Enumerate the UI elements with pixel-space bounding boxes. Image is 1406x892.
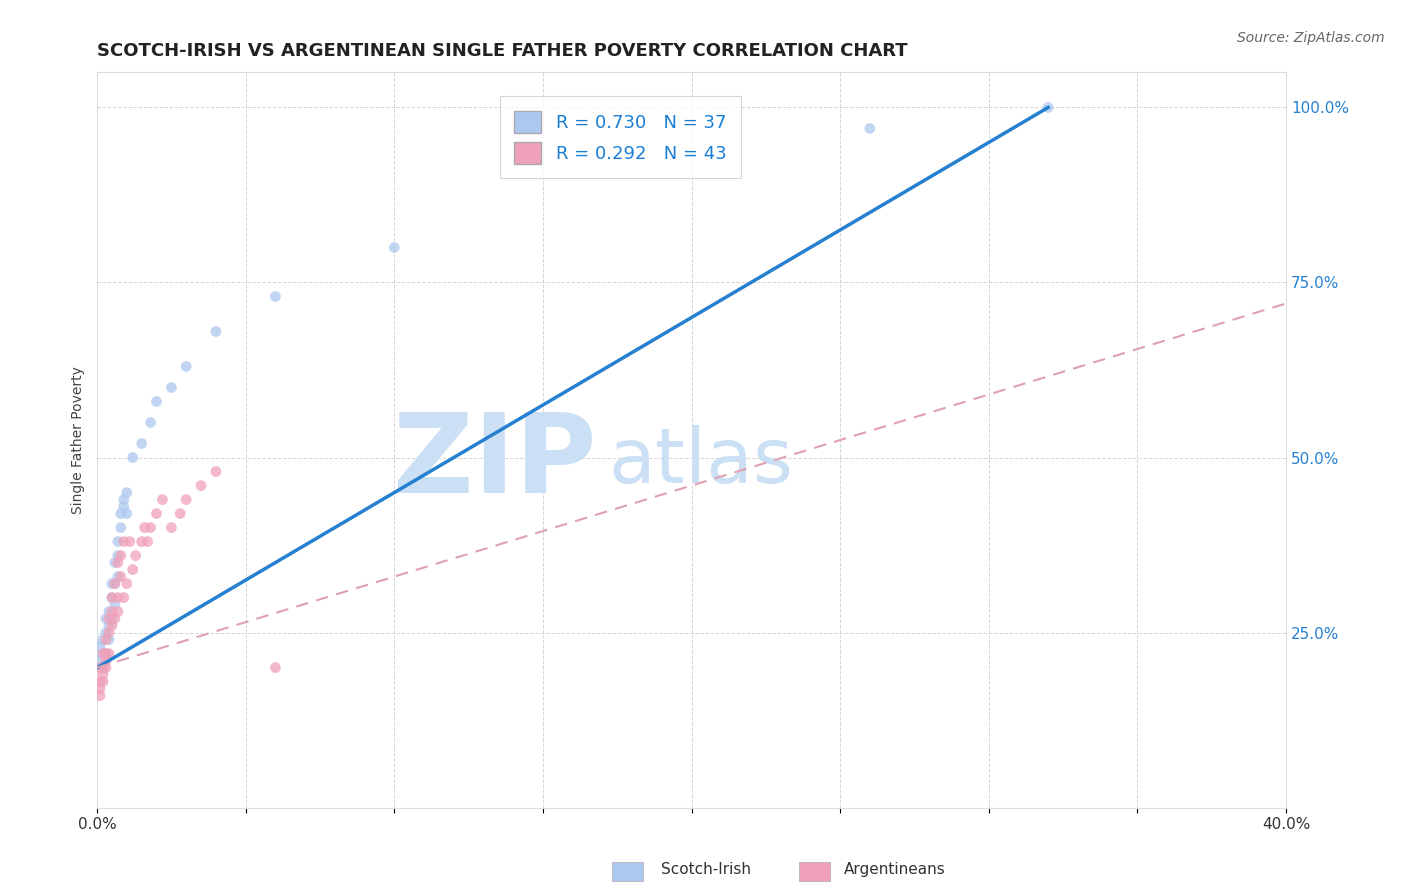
Point — [101, 605, 124, 619]
Point — [94, 654, 117, 668]
Text: Scotch-Irish: Scotch-Irish — [661, 863, 751, 877]
Point — [91, 660, 114, 674]
Point — [118, 534, 141, 549]
Point — [97, 618, 120, 632]
Point — [107, 556, 129, 570]
Point — [145, 507, 167, 521]
Point — [145, 394, 167, 409]
Point — [91, 647, 114, 661]
Point — [94, 647, 117, 661]
Legend: R = 0.730   N = 37, R = 0.292   N = 43: R = 0.730 N = 37, R = 0.292 N = 43 — [499, 96, 741, 178]
Point — [89, 654, 111, 668]
Point — [91, 667, 114, 681]
Point — [107, 605, 129, 619]
Point — [107, 591, 129, 605]
Point — [104, 612, 127, 626]
Point — [160, 520, 183, 534]
Point — [91, 660, 114, 674]
Point — [89, 640, 111, 654]
Point — [110, 520, 132, 534]
Text: Argentineans: Argentineans — [844, 863, 945, 877]
Point — [134, 520, 156, 534]
Point — [104, 576, 127, 591]
Point — [205, 465, 228, 479]
Point — [94, 625, 117, 640]
Point — [115, 576, 138, 591]
Point — [94, 632, 117, 647]
Point — [104, 576, 127, 591]
Point — [101, 591, 124, 605]
Point — [139, 416, 162, 430]
Point — [264, 289, 287, 303]
Point — [94, 660, 117, 674]
Point — [121, 450, 143, 465]
Point — [169, 507, 191, 521]
Point — [110, 549, 132, 563]
Point — [104, 598, 127, 612]
Point — [94, 647, 117, 661]
Point — [131, 534, 153, 549]
Point — [101, 612, 124, 626]
Text: atlas: atlas — [609, 425, 793, 500]
Point — [107, 534, 129, 549]
Point — [121, 563, 143, 577]
Point — [97, 605, 120, 619]
Point — [89, 674, 111, 689]
Point — [205, 325, 228, 339]
Point — [89, 681, 111, 696]
Point — [160, 380, 183, 394]
Text: SCOTCH-IRISH VS ARGENTINEAN SINGLE FATHER POVERTY CORRELATION CHART: SCOTCH-IRISH VS ARGENTINEAN SINGLE FATHE… — [97, 42, 908, 60]
Point — [174, 359, 197, 374]
Point — [136, 534, 159, 549]
Point — [89, 689, 111, 703]
Point — [115, 507, 138, 521]
Point — [131, 436, 153, 450]
Point — [1038, 100, 1060, 114]
Point — [112, 500, 135, 514]
Point — [101, 591, 124, 605]
Point — [107, 569, 129, 583]
Point — [91, 632, 114, 647]
Point — [110, 569, 132, 583]
Y-axis label: Single Father Poverty: Single Father Poverty — [72, 366, 86, 514]
Point — [112, 534, 135, 549]
Point — [152, 492, 174, 507]
Point — [97, 647, 120, 661]
Point — [91, 647, 114, 661]
Point — [97, 632, 120, 647]
Text: ZIP: ZIP — [394, 409, 596, 516]
Point — [264, 660, 287, 674]
Point — [382, 240, 405, 254]
Point — [91, 674, 114, 689]
Point — [125, 549, 148, 563]
Point — [89, 660, 111, 674]
Text: Source: ZipAtlas.com: Source: ZipAtlas.com — [1237, 31, 1385, 45]
Point — [101, 576, 124, 591]
Point — [94, 612, 117, 626]
Point — [859, 121, 882, 136]
Point — [107, 549, 129, 563]
Point — [101, 618, 124, 632]
Point — [190, 478, 212, 492]
Point — [139, 520, 162, 534]
Point — [174, 492, 197, 507]
Point — [110, 507, 132, 521]
Point — [97, 625, 120, 640]
Point — [104, 556, 127, 570]
Point — [112, 591, 135, 605]
Point — [115, 485, 138, 500]
Point — [112, 492, 135, 507]
Point — [97, 612, 120, 626]
